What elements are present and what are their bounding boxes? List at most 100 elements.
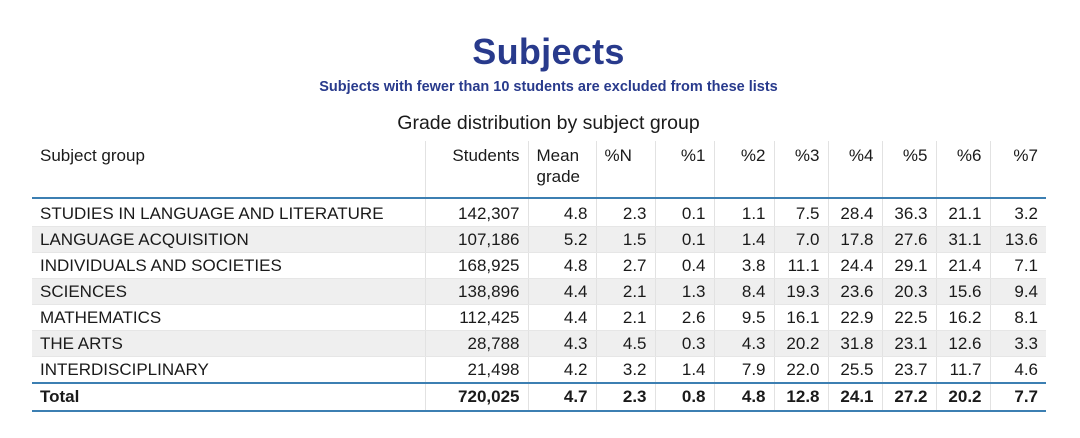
cell-total-pct-5: 27.2 — [881, 382, 936, 412]
table-row: LANGUAGE ACQUISITION 107,186 5.2 1.5 0.1… — [32, 226, 1046, 253]
column-header-pct-2: %2 — [713, 141, 774, 199]
page-title: Subjects — [472, 31, 625, 72]
table-row: MATHEMATICS 112,425 4.4 2.1 2.6 9.5 16.1… — [32, 304, 1046, 331]
cell-pct-1: 1.3 — [654, 278, 714, 305]
cell-pct-6: 15.6 — [935, 278, 990, 305]
cell-mean-grade: 4.8 — [527, 252, 596, 279]
cell-students: 168,925 — [424, 252, 528, 279]
table-row: THE ARTS 28,788 4.3 4.5 0.3 4.3 20.2 31.… — [32, 330, 1046, 357]
cell-pct-4: 23.6 — [827, 278, 882, 305]
cell-pct-6: 21.1 — [935, 198, 990, 227]
cell-pct-7: 7.1 — [989, 252, 1046, 279]
cell-students: 21,498 — [424, 356, 528, 384]
cell-pct-5: 29.1 — [881, 252, 936, 279]
cell-mean-grade: 4.8 — [527, 198, 596, 227]
cell-total-pct-3: 12.8 — [773, 382, 828, 412]
cell-pct-n: 2.7 — [595, 252, 655, 279]
cell-pct-3: 7.5 — [773, 198, 828, 227]
column-header-pct-4: %4 — [827, 141, 882, 199]
cell-pct-7: 13.6 — [989, 226, 1046, 253]
cell-pct-n: 2.3 — [595, 198, 655, 227]
column-header-mean-grade: Mean grade — [527, 141, 596, 199]
column-header-pct-3: %3 — [773, 141, 828, 199]
cell-pct-7: 3.2 — [989, 198, 1046, 227]
cell-mean-grade: 4.4 — [527, 278, 596, 305]
cell-total-pct-7: 7.7 — [989, 382, 1046, 412]
cell-pct-4: 24.4 — [827, 252, 882, 279]
cell-pct-3: 20.2 — [773, 330, 828, 357]
cell-subject-group: INTERDISCIPLINARY — [32, 356, 425, 384]
grade-distribution-table: Subject group Students Mean grade %N %1 … — [32, 141, 1046, 412]
cell-pct-n: 2.1 — [595, 278, 655, 305]
cell-subject-group: INDIVIDUALS AND SOCIETIES — [32, 252, 425, 279]
cell-pct-2: 1.1 — [713, 198, 774, 227]
cell-pct-2: 8.4 — [713, 278, 774, 305]
cell-pct-5: 36.3 — [881, 198, 936, 227]
cell-subject-group: LANGUAGE ACQUISITION — [32, 226, 425, 253]
cell-pct-n: 1.5 — [595, 226, 655, 253]
cell-students: 138,896 — [424, 278, 528, 305]
cell-pct-5: 20.3 — [881, 278, 936, 305]
cell-subject-group: MATHEMATICS — [32, 304, 425, 331]
cell-pct-3: 16.1 — [773, 304, 828, 331]
cell-total-pct-n: 2.3 — [595, 382, 655, 412]
cell-pct-5: 23.1 — [881, 330, 936, 357]
cell-pct-6: 16.2 — [935, 304, 990, 331]
cell-subject-group: SCIENCES — [32, 278, 425, 305]
column-header-pct-1: %1 — [654, 141, 714, 199]
cell-pct-7: 8.1 — [989, 304, 1046, 331]
cell-pct-n: 3.2 — [595, 356, 655, 384]
cell-pct-n: 2.1 — [595, 304, 655, 331]
cell-pct-3: 11.1 — [773, 252, 828, 279]
cell-subject-group: STUDIES IN LANGUAGE AND LITERATURE — [32, 198, 425, 227]
cell-total-students: 720,025 — [424, 382, 528, 412]
cell-pct-4: 28.4 — [827, 198, 882, 227]
cell-pct-n: 4.5 — [595, 330, 655, 357]
cell-pct-3: 22.0 — [773, 356, 828, 384]
cell-pct-6: 12.6 — [935, 330, 990, 357]
page-subtitle: Subjects with fewer than 10 students are… — [319, 79, 778, 95]
cell-mean-grade: 4.2 — [527, 356, 596, 384]
cell-total-mean-grade: 4.7 — [527, 382, 596, 412]
cell-pct-2: 9.5 — [713, 304, 774, 331]
column-header-pct-n: %N — [595, 141, 655, 199]
cell-pct-6: 31.1 — [935, 226, 990, 253]
cell-mean-grade: 5.2 — [527, 226, 596, 253]
cell-pct-1: 1.4 — [654, 356, 714, 384]
cell-pct-2: 4.3 — [713, 330, 774, 357]
cell-total-pct-6: 20.2 — [935, 382, 990, 412]
cell-pct-4: 25.5 — [827, 356, 882, 384]
cell-pct-4: 17.8 — [827, 226, 882, 253]
column-header-subject-group: Subject group — [32, 141, 425, 199]
cell-pct-5: 22.5 — [881, 304, 936, 331]
table-row: SCIENCES 138,896 4.4 2.1 1.3 8.4 19.3 23… — [32, 278, 1046, 305]
cell-pct-4: 31.8 — [827, 330, 882, 357]
table-row: INDIVIDUALS AND SOCIETIES 168,925 4.8 2.… — [32, 252, 1046, 279]
cell-pct-7: 3.3 — [989, 330, 1046, 357]
cell-total-pct-1: 0.8 — [654, 382, 714, 412]
cell-pct-1: 2.6 — [654, 304, 714, 331]
cell-students: 28,788 — [424, 330, 528, 357]
cell-pct-1: 0.3 — [654, 330, 714, 357]
cell-total-label: Total — [32, 382, 425, 412]
cell-pct-2: 7.9 — [713, 356, 774, 384]
table-row: INTERDISCIPLINARY 21,498 4.2 3.2 1.4 7.9… — [32, 356, 1046, 384]
table-caption: Grade distribution by subject group — [397, 112, 700, 134]
cell-total-pct-4: 24.1 — [827, 382, 882, 412]
cell-pct-4: 22.9 — [827, 304, 882, 331]
cell-pct-3: 7.0 — [773, 226, 828, 253]
cell-total-pct-2: 4.8 — [713, 382, 774, 412]
cell-pct-2: 3.8 — [713, 252, 774, 279]
cell-subject-group: THE ARTS — [32, 330, 425, 357]
cell-pct-1: 0.4 — [654, 252, 714, 279]
cell-pct-1: 0.1 — [654, 198, 714, 227]
cell-mean-grade: 4.4 — [527, 304, 596, 331]
cell-mean-grade: 4.3 — [527, 330, 596, 357]
column-header-pct-5: %5 — [881, 141, 936, 199]
cell-pct-2: 1.4 — [713, 226, 774, 253]
cell-pct-1: 0.1 — [654, 226, 714, 253]
table-row: STUDIES IN LANGUAGE AND LITERATURE 142,3… — [32, 198, 1046, 227]
cell-pct-7: 4.6 — [989, 356, 1046, 384]
column-header-students: Students — [424, 141, 528, 199]
cell-students: 142,307 — [424, 198, 528, 227]
